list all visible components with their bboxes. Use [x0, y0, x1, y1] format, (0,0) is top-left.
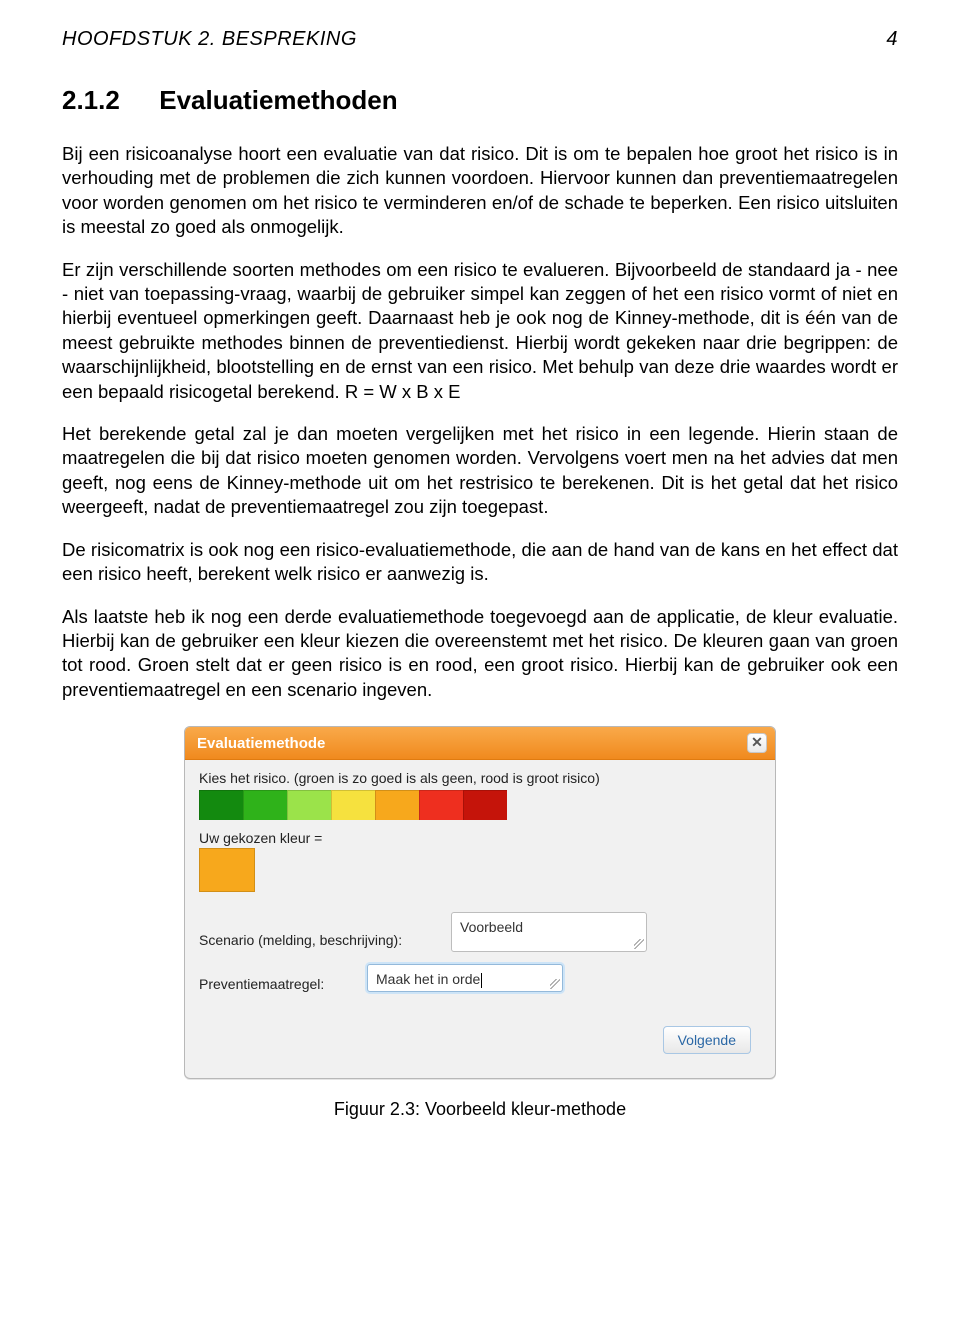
- scenario-textarea[interactable]: Voorbeeld: [451, 912, 647, 952]
- section-heading: 2.1.2 Evaluatiemethoden: [62, 85, 898, 116]
- next-button[interactable]: Volgende: [663, 1026, 751, 1054]
- scenario-value: Voorbeeld: [460, 919, 523, 935]
- paragraph-4: De risicomatrix is ook nog een risico-ev…: [62, 538, 898, 587]
- chosen-color-swatch: [199, 848, 255, 892]
- dialog-title: Evaluatiemethode: [197, 735, 325, 752]
- color-swatch-1[interactable]: [199, 790, 243, 820]
- resize-grip-icon: [550, 979, 560, 989]
- paragraph-5: Als laatste heb ik nog een derde evaluat…: [62, 605, 898, 703]
- color-swatch-3[interactable]: [287, 790, 331, 820]
- instruction-text: Kies het risico. (groen is zo goed is al…: [199, 770, 761, 786]
- next-button-label: Volgende: [678, 1032, 736, 1048]
- evaluation-dialog: Evaluatiemethode ✕ Kies het risico. (gro…: [184, 726, 776, 1079]
- prevent-value: Maak het in orde: [376, 971, 480, 987]
- paragraph-1: Bij een risicoanalyse hoort een evaluati…: [62, 142, 898, 240]
- section-title: Evaluatiemethoden: [159, 85, 397, 115]
- prevent-label: Preventiemaatregel:: [199, 964, 367, 992]
- paragraph-2: Er zijn verschillende soorten methodes o…: [62, 258, 898, 404]
- prevent-field-row: Preventiemaatregel: Maak het in orde: [199, 964, 761, 992]
- section-number: 2.1.2: [62, 85, 152, 116]
- scenario-label: Scenario (melding, beschrijving):: [199, 912, 409, 948]
- color-swatch-4[interactable]: [331, 790, 375, 820]
- page-number: 4: [886, 28, 898, 51]
- color-swatch-6[interactable]: [419, 790, 463, 820]
- resize-grip-icon: [634, 939, 644, 949]
- dialog-titlebar: Evaluatiemethode ✕: [185, 727, 775, 760]
- close-icon: ✕: [751, 734, 763, 750]
- figure-caption: Figuur 2.3: Voorbeeld kleur-methode: [334, 1099, 626, 1120]
- running-header: HOOFDSTUK 2. BESPREKING 4: [62, 28, 898, 51]
- color-swatch-7[interactable]: [463, 790, 507, 820]
- paragraph-3: Het berekende getal zal je dan moeten ve…: [62, 422, 898, 520]
- dialog-body: Kies het risico. (groen is zo goed is al…: [185, 760, 775, 1078]
- color-swatch-2[interactable]: [243, 790, 287, 820]
- text-cursor: [481, 973, 482, 988]
- dialog-close-button[interactable]: ✕: [747, 733, 767, 753]
- figure: Evaluatiemethode ✕ Kies het risico. (gro…: [62, 726, 898, 1120]
- dialog-footer: Volgende: [199, 1026, 761, 1064]
- chapter-running-head: HOOFDSTUK 2. BESPREKING: [62, 28, 357, 51]
- color-swatch-row: [199, 790, 761, 820]
- color-swatch-5[interactable]: [375, 790, 419, 820]
- scenario-field-row: Scenario (melding, beschrijving): Voorbe…: [199, 912, 761, 952]
- prevent-textarea[interactable]: Maak het in orde: [367, 964, 563, 992]
- chosen-color-label: Uw gekozen kleur =: [199, 830, 761, 846]
